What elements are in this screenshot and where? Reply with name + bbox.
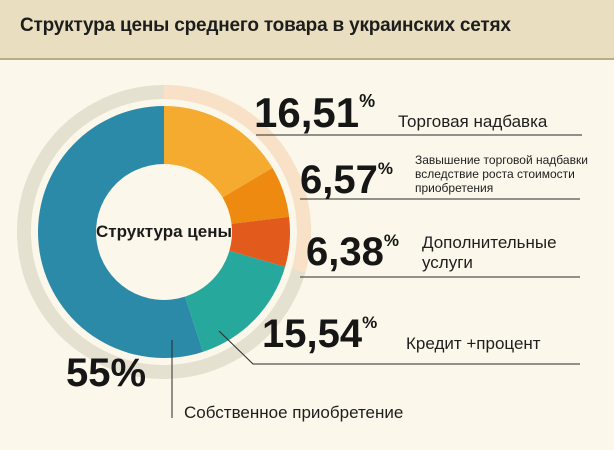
category-label-s0: Торговая надбавка [398, 112, 548, 131]
value-label-s1: 6,57% [300, 158, 393, 202]
leader-line-s3 [218, 330, 580, 365]
value-label-s3: 15,54% [262, 312, 377, 356]
category-label-s2-line2: услуги [422, 253, 473, 272]
category-label-s1-line1: Завышение торговой надбавки [415, 153, 588, 167]
category-label-s1-line3: приобретения [415, 181, 493, 195]
donut-slice-4 [38, 106, 203, 358]
donut-slice-2 [229, 216, 291, 267]
donut-slice-1 [222, 167, 290, 224]
value-label-s4: 55% [66, 351, 146, 395]
center-label: Структура цены [96, 222, 232, 241]
value-label-s2: 6,38% [306, 230, 399, 274]
donut-slice-0 [164, 106, 273, 198]
value-label-s0: 16,51% [254, 89, 375, 136]
category-label-s3: Кредит +процент [406, 334, 541, 353]
leader-lines [171, 134, 582, 418]
outer-ring-highlight [163, 85, 311, 273]
header-bar: Структура цены среднего товара в украинс… [0, 0, 614, 60]
category-label-s1-line2: вследствие роста стоимости [415, 167, 575, 181]
page-title: Структура цены среднего товара в украинс… [20, 15, 511, 36]
donut-slice-3 [185, 250, 286, 352]
category-label-s2-line1: Дополнительные [422, 233, 557, 252]
donut-slices [38, 106, 291, 358]
category-label-s4: Собственное приобретение [184, 403, 403, 422]
